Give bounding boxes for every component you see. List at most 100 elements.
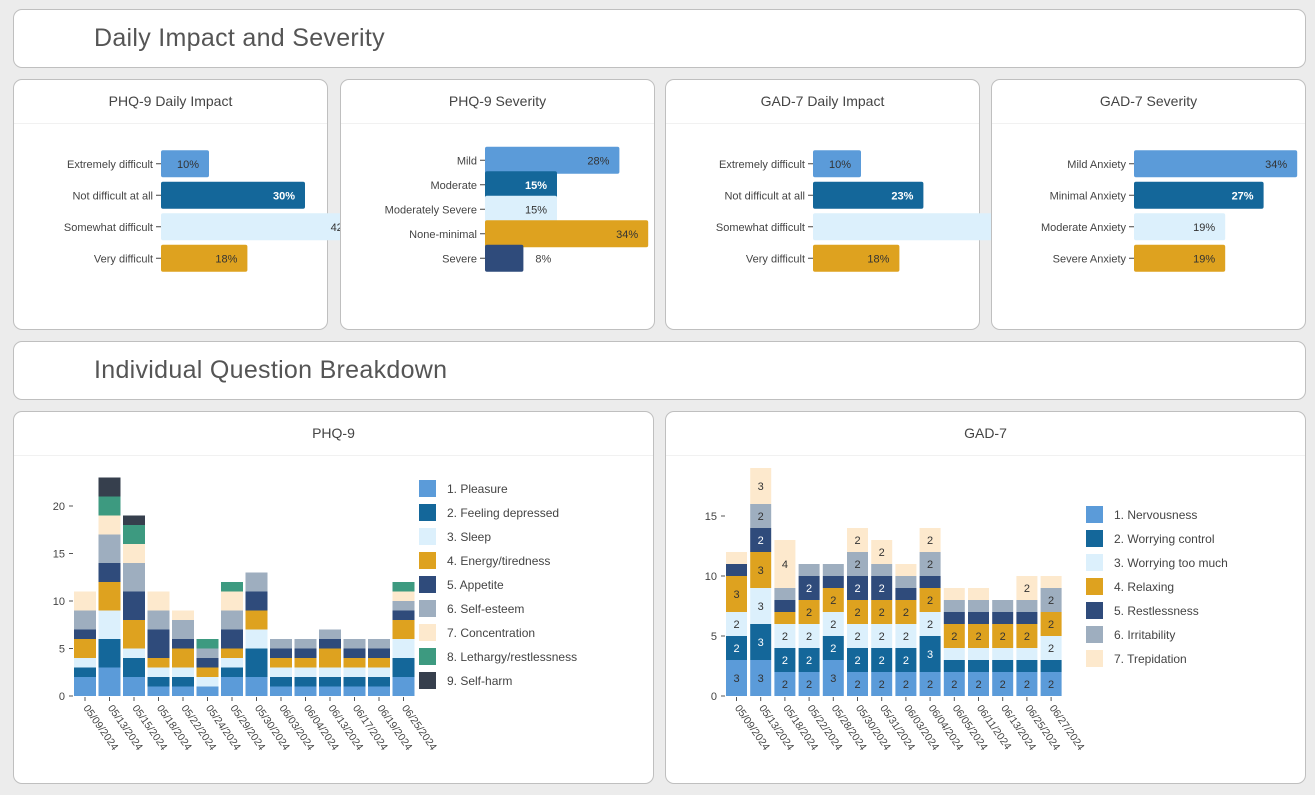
stack-segment <box>245 591 268 611</box>
stack-segment <box>847 576 868 600</box>
gad7-severity-chart: Mild Anxiety 34% Minimal Anxiety 27% Moderat… <box>1041 150 1298 272</box>
stack-segment <box>750 660 772 696</box>
stack-segment <box>750 504 772 528</box>
section-header-question-breakdown: Individual Question Breakdown <box>13 341 1306 400</box>
stack-segment <box>919 588 941 612</box>
legend-label: 8. Lethargy/restlessness <box>447 650 577 664</box>
y-tick-label: 10 <box>53 596 65 608</box>
legend-swatch <box>419 552 436 569</box>
y-tick-label: 0 <box>711 691 717 703</box>
stack-segment <box>895 624 917 648</box>
stack-segment <box>726 636 747 660</box>
legend-label: 5. Restlessness <box>1114 604 1199 618</box>
stack-segment <box>726 612 747 636</box>
stack-segment <box>1016 648 1038 660</box>
stack-segment <box>992 600 1014 612</box>
stack-segment <box>871 624 893 648</box>
stack-segment <box>245 677 268 696</box>
stack-segment <box>74 639 96 658</box>
legend-swatch <box>1086 530 1103 547</box>
stack-segment <box>871 672 893 696</box>
segment-label: 2 <box>879 679 885 691</box>
card-divider <box>992 123 1305 124</box>
segment-label: 2 <box>927 559 933 571</box>
legend-label: 7. Trepidation <box>1114 652 1187 666</box>
legend-label: 7. Concentration <box>447 626 535 640</box>
segment-label: 2 <box>806 631 812 643</box>
stack-segment <box>172 677 194 687</box>
stack-segment <box>871 540 893 564</box>
stack-segment <box>774 648 796 672</box>
stack-segment <box>798 576 820 600</box>
segment-label: 2 <box>854 559 860 571</box>
stack-segment <box>221 591 243 611</box>
gad7-daily-impact-chart: Extremely difficult 10% Not difficult at a… <box>716 150 1049 272</box>
stack-segment <box>74 591 96 611</box>
stack-segment <box>123 658 145 677</box>
bar <box>485 171 557 199</box>
data-label: 23% <box>891 190 913 202</box>
stack-segment <box>319 686 341 696</box>
legend-label: 2. Feeling depressed <box>447 506 559 520</box>
card-phq9-breakdown: PHQ-9 0 5 10 15 20 05/09/2024 05/13/2024 05/15/… <box>13 411 654 784</box>
stack-segment <box>919 636 941 672</box>
legend-label: 9. Self-harm <box>447 674 512 688</box>
segment-label: 3 <box>733 673 739 685</box>
stack-segment <box>123 648 145 658</box>
legend-swatch <box>419 528 436 545</box>
stack-segment <box>392 658 415 677</box>
stack-segment <box>822 612 844 636</box>
stack-segment <box>943 600 965 612</box>
stack-segment <box>871 564 893 576</box>
stack-segment <box>798 672 820 696</box>
stack-segment <box>147 677 170 687</box>
stack-segment <box>294 686 317 696</box>
segment-label: 2 <box>927 535 933 547</box>
stack-segment <box>196 667 219 677</box>
stack-segment <box>343 686 366 696</box>
segment-label: 2 <box>782 679 788 691</box>
stack-segment <box>919 672 941 696</box>
category-label: Moderately Severe <box>385 204 477 216</box>
card-phq9-severity: PHQ-9 Severity Mild 28% Moderate 15% Moderat… <box>340 79 655 330</box>
legend-swatch <box>1086 650 1103 667</box>
bar <box>485 146 620 174</box>
stack-segment <box>968 660 989 672</box>
legend-label: 6. Self-esteem <box>447 602 524 616</box>
stack-segment <box>196 639 219 649</box>
card-gad7-severity: GAD-7 Severity Mild Anxiety 34% Minimal An… <box>991 79 1306 330</box>
stack-segment <box>943 588 965 600</box>
stack-segment <box>98 515 121 535</box>
stack-segment <box>270 677 292 687</box>
segment-label: 2 <box>1048 595 1054 607</box>
bar <box>161 213 363 241</box>
stack-segment <box>270 667 292 677</box>
card-divider <box>341 123 654 124</box>
stack-segment <box>968 588 989 600</box>
stack-segment <box>98 667 121 696</box>
stack-segment <box>919 576 941 588</box>
legend-swatch <box>1086 578 1103 595</box>
data-label: 18% <box>215 253 237 265</box>
legend-label: 1. Pleasure <box>447 482 508 496</box>
stack-segment <box>123 677 145 696</box>
stack-segment <box>368 639 390 649</box>
category-label: Severe Anxiety <box>1053 253 1127 265</box>
stack-segment <box>172 639 194 649</box>
stack-segment <box>172 620 194 639</box>
stack-segment <box>123 525 145 544</box>
category-label: Somewhat difficult <box>716 222 805 234</box>
segment-label: 2 <box>951 631 957 643</box>
stack-segment <box>74 658 96 668</box>
card-title: PHQ-9 Severity <box>448 93 547 109</box>
stack-segment <box>147 686 170 696</box>
stack-segment <box>98 477 121 497</box>
category-label: Somewhat difficult <box>64 222 153 234</box>
card-title: PHQ-9 Daily Impact <box>108 93 233 109</box>
card-gad7-daily-impact: GAD-7 Daily Impact Extremely difficult 10… <box>665 79 1049 330</box>
stack-segment <box>221 610 243 630</box>
stack-segment <box>847 600 868 624</box>
stack-segment <box>774 540 796 588</box>
segment-label: 2 <box>1048 679 1054 691</box>
bar <box>485 195 557 223</box>
